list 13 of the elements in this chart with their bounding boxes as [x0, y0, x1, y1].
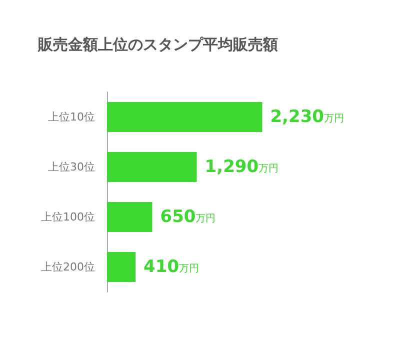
data-label: 2,230万円: [270, 107, 344, 127]
data-label: 1,290万円: [204, 157, 279, 177]
data-label: 410万円: [144, 257, 200, 277]
bar: [107, 202, 152, 232]
y-tick-label: 上位200位: [41, 260, 95, 274]
data-label: 650万円: [160, 207, 216, 227]
bar: [107, 152, 197, 182]
y-tick-label: 上位30位: [48, 160, 95, 174]
chart-title: 販売金額上位のスタンプ平均販売額: [37, 36, 278, 54]
bar: [107, 252, 136, 282]
bar: [107, 102, 262, 132]
y-tick-label: 上位10位: [48, 110, 95, 124]
y-tick-label: 上位100位: [41, 210, 95, 224]
